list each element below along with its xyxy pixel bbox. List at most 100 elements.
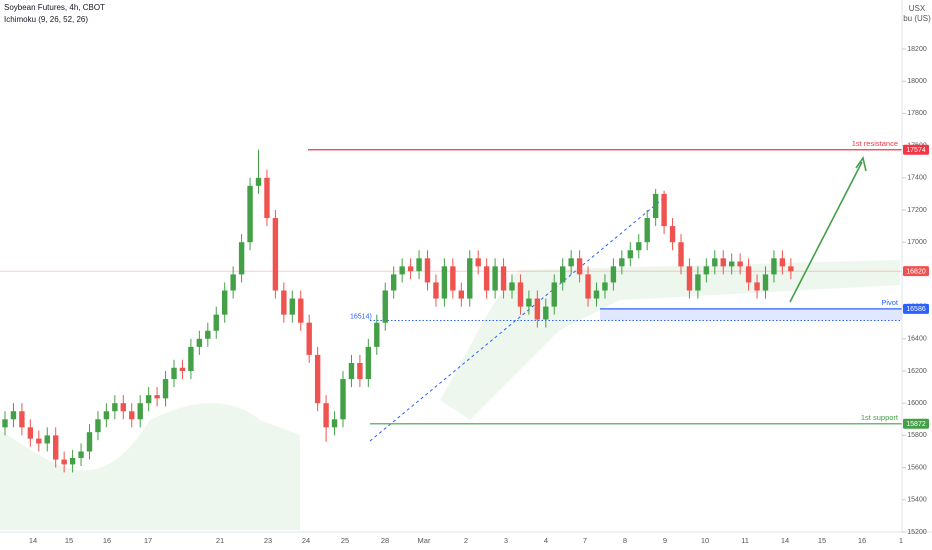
- candle-body: [576, 258, 583, 275]
- candle-body: [230, 274, 236, 291]
- y-tick-label: 15800: [907, 432, 927, 439]
- candle-body: [720, 258, 726, 267]
- pivot-zone: [600, 308, 902, 321]
- candle-body: [424, 258, 431, 283]
- candle-body: [416, 258, 422, 272]
- candle-body: [205, 330, 211, 339]
- candle-body: [686, 266, 693, 291]
- level-name: Pivot: [881, 298, 899, 307]
- candle-body: [19, 411, 25, 428]
- price-tag: [903, 303, 929, 314]
- candle-body: [627, 250, 633, 259]
- candle-body: [644, 218, 650, 243]
- price-tag-label: 17574: [906, 147, 926, 154]
- y-tick-label: 17800: [907, 110, 927, 117]
- trend-line: [369, 196, 666, 442]
- y-tick-label: 17200: [907, 207, 927, 214]
- candle-body: [779, 258, 786, 267]
- candle-body: [450, 266, 456, 291]
- candle-body: [137, 403, 143, 420]
- candle-body: [399, 266, 405, 275]
- candle-body: [264, 177, 270, 219]
- x-tick-label: 3: [504, 536, 508, 545]
- candle-body: [788, 266, 794, 272]
- x-tick-label: Mar: [418, 536, 431, 545]
- candle-body: [196, 338, 203, 347]
- arrow: [789, 161, 863, 303]
- candle-body: [585, 274, 591, 299]
- candle-body: [762, 274, 769, 291]
- y-tick-label: 17000: [907, 239, 927, 246]
- candle-body: [703, 266, 710, 275]
- candle-body: [247, 185, 253, 243]
- candle-body: [95, 419, 101, 433]
- price-tag: [903, 418, 929, 429]
- candle-body: [44, 435, 50, 444]
- candle-body: [314, 354, 321, 404]
- candle-body: [551, 282, 557, 307]
- candle-body: [619, 258, 625, 267]
- x-tick-label: 11: [741, 536, 749, 545]
- x-tick-label: 25: [341, 536, 349, 545]
- candle-body: [298, 298, 304, 323]
- candle-body: [61, 459, 67, 465]
- candle-body: [534, 298, 541, 320]
- x-tick-label: 10: [701, 536, 709, 545]
- x-tick-label: 24: [302, 536, 310, 545]
- level-name: 1st support: [861, 413, 899, 422]
- candle-body: [602, 282, 608, 291]
- x-tick-label: 9: [663, 536, 667, 545]
- candle-body: [36, 438, 42, 444]
- candle-body: [365, 346, 372, 380]
- candle-body: [69, 457, 76, 465]
- candle-body: [745, 266, 752, 283]
- candle-body: [340, 379, 346, 420]
- indicator: Ichimoku (9, 26, 52, 26): [4, 15, 88, 24]
- x-tick-label: 1: [899, 536, 903, 545]
- y-tick-label: 15600: [907, 464, 927, 471]
- candle-body: [145, 395, 152, 404]
- x-tick-label: 15: [65, 536, 73, 545]
- candle-body: [112, 403, 118, 412]
- cloud: [0, 403, 300, 530]
- candle-body: [179, 367, 186, 371]
- price-tag: [903, 144, 929, 155]
- candle-body: [53, 435, 59, 460]
- candle-body: [103, 411, 110, 420]
- price-tag-label: 16586: [906, 306, 926, 313]
- level-name: 1st resistance: [852, 139, 898, 148]
- candle-body: [357, 362, 363, 380]
- candle-body: [636, 242, 642, 251]
- candle-body: [695, 274, 701, 291]
- candle-body: [382, 290, 388, 323]
- price-tag-label: 16820: [906, 269, 926, 276]
- candle-body: [712, 258, 718, 267]
- candle-body: [348, 362, 355, 380]
- candle-body: [509, 282, 515, 291]
- price-tag: [903, 266, 929, 277]
- candle-body: [374, 322, 380, 347]
- candle-body: [560, 266, 566, 283]
- candle-body: [391, 274, 397, 291]
- x-tick-label: 17: [144, 536, 152, 545]
- candle-body: [433, 282, 439, 299]
- candle-body: [129, 411, 135, 420]
- candle-body: [652, 193, 659, 219]
- candle-body: [737, 261, 743, 267]
- candle-body: [238, 242, 245, 275]
- candle-body: [492, 266, 498, 291]
- candle-body: [10, 411, 17, 420]
- candle-body: [27, 427, 34, 439]
- candle-body: [610, 266, 617, 283]
- candle-body: [281, 290, 287, 315]
- candle-body: [86, 432, 93, 452]
- candle-body: [483, 266, 490, 291]
- y-tick-label: 15400: [907, 497, 927, 504]
- x-tick-label: 2: [464, 536, 468, 545]
- unit: bu (US): [903, 14, 931, 23]
- y-tick-label: 18000: [907, 78, 927, 85]
- price-tag-label: 15872: [906, 421, 926, 428]
- x-tick-label: 23: [264, 536, 272, 545]
- candle-body: [78, 451, 84, 458]
